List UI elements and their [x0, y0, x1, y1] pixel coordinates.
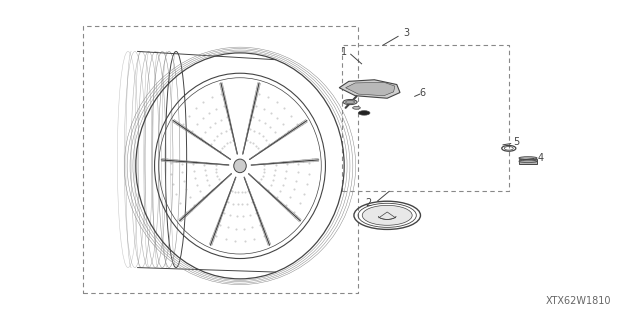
Ellipse shape	[358, 111, 370, 115]
Ellipse shape	[353, 107, 360, 109]
Ellipse shape	[519, 160, 537, 163]
Text: 3: 3	[403, 28, 410, 39]
FancyBboxPatch shape	[519, 159, 537, 164]
Ellipse shape	[519, 157, 537, 159]
Ellipse shape	[346, 100, 355, 104]
Text: 2: 2	[365, 197, 372, 208]
Ellipse shape	[234, 159, 246, 173]
Ellipse shape	[343, 100, 357, 105]
Ellipse shape	[362, 205, 412, 225]
Text: 6: 6	[419, 87, 426, 98]
Text: 4: 4	[538, 153, 544, 163]
Text: XTX62W1810: XTX62W1810	[546, 296, 611, 306]
Text: 1: 1	[340, 47, 347, 57]
Polygon shape	[339, 80, 400, 98]
Polygon shape	[346, 82, 395, 96]
Text: 5: 5	[513, 137, 519, 147]
